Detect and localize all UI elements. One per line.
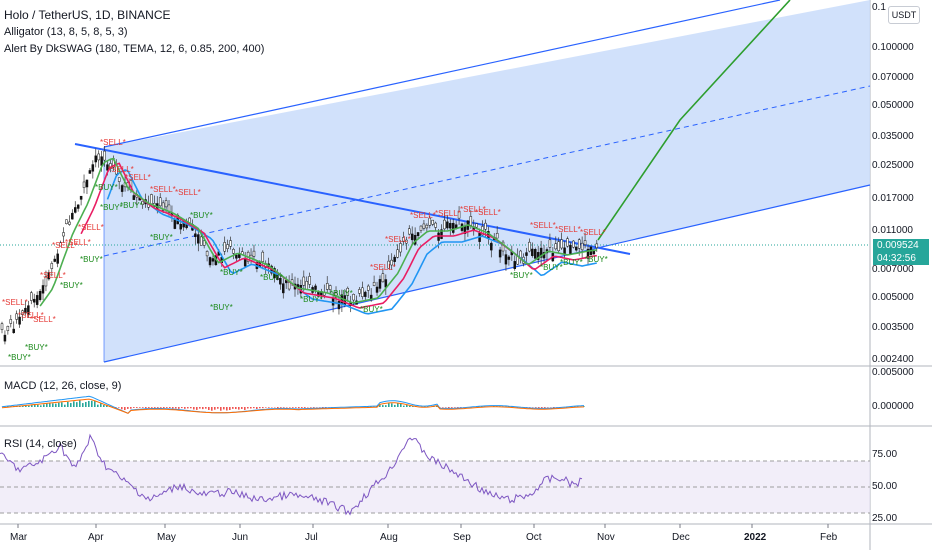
rsi-pane[interactable]	[0, 433, 870, 516]
buy-sell-signals: *SELL**SELL**SELL**SELL* *SELL**SELL**SEL…	[2, 138, 608, 362]
price-axis-label: 0.007000	[872, 264, 914, 275]
svg-text:*SELL*: *SELL*	[410, 211, 436, 220]
rsi-legend[interactable]: RSI (14, close)	[4, 438, 77, 450]
price-axis-label: 0.025000	[872, 160, 914, 171]
price-axis-label-top: 0.1	[872, 2, 886, 13]
svg-text:*BUY*: *BUY*	[60, 281, 83, 290]
alligator-legend[interactable]: Alligator (13, 8, 5, 8, 5, 3)	[4, 26, 128, 38]
rsi-axis-label: 25.00	[872, 513, 898, 524]
svg-text:*BUY*: *BUY*	[210, 303, 233, 312]
svg-text:*SELL*: *SELL*	[78, 223, 104, 232]
svg-text:*SELL*: *SELL*	[555, 225, 581, 234]
rsi-axis-label: 75.00	[872, 449, 898, 460]
price-axis-label: 0.070000	[872, 72, 914, 83]
svg-text:*SELL*: *SELL*	[385, 235, 411, 244]
price-axis-label: 0.035000	[872, 131, 914, 142]
last-price-badge: 0.009524	[873, 239, 929, 252]
price-axis-label: 0.005000	[872, 292, 914, 303]
svg-text:*BUY*: *BUY*	[360, 305, 383, 314]
rsi-axis-label: 50.00	[872, 481, 898, 492]
svg-text:*BUY*: *BUY*	[585, 255, 608, 264]
svg-text:*SELL*: *SELL*	[435, 209, 461, 218]
svg-text:*BUY*: *BUY*	[120, 201, 143, 210]
svg-text:*BUY*: *BUY*	[220, 268, 243, 277]
time-axis-label: Aug	[380, 532, 398, 543]
price-axis-label: 0.050000	[872, 100, 914, 111]
macd-axis-label: 0.000000	[872, 401, 914, 412]
symbol-title[interactable]: Holo / TetherUS, 1D, BINANCE	[4, 8, 171, 22]
time-axis-label: Jul	[305, 532, 318, 543]
time-axis-label: Oct	[526, 532, 542, 543]
svg-text:*BUY*: *BUY*	[300, 295, 323, 304]
svg-text:*SELL*: *SELL*	[460, 205, 486, 214]
macd-legend[interactable]: MACD (12, 26, close, 9)	[4, 380, 122, 392]
svg-text:*BUY*: *BUY*	[25, 343, 48, 352]
svg-text:*SELL*: *SELL*	[100, 138, 126, 147]
downtrend-line[interactable]	[74, 143, 631, 255]
time-axis-label: May	[157, 532, 176, 543]
time-axis-label: Mar	[10, 532, 28, 543]
price-axis-label: 0.100000	[872, 42, 914, 53]
svg-text:*SELL*: *SELL*	[18, 311, 44, 320]
countdown-badge: 04:32:56	[873, 252, 929, 265]
price-axis-label: 0.002400	[872, 354, 914, 365]
macd-pane[interactable]	[1, 395, 585, 414]
svg-text:*SELL*: *SELL*	[52, 241, 78, 250]
svg-text:*BUY*: *BUY*	[510, 271, 533, 280]
price-axis-label: 0.003500	[872, 322, 914, 333]
svg-text:*BUY*: *BUY*	[260, 273, 283, 282]
svg-text:*SELL*: *SELL*	[108, 165, 134, 174]
time-axis-label: Sep	[453, 532, 471, 543]
time-axis-label: Nov	[597, 532, 615, 543]
svg-text:*SELL*: *SELL*	[175, 188, 201, 197]
time-axis-label: 2022	[744, 532, 767, 543]
svg-text:*BUY*: *BUY*	[80, 255, 103, 264]
currency-button[interactable]: USDT	[888, 6, 920, 24]
time-axis-label: Apr	[88, 532, 104, 543]
price-axis-label: 0.017000	[872, 193, 914, 204]
svg-text:*SELL*: *SELL*	[30, 315, 56, 324]
svg-text:*SELL*: *SELL*	[150, 185, 176, 194]
svg-text:*SELL*: *SELL*	[580, 228, 606, 237]
svg-text:*SELL*: *SELL*	[40, 271, 66, 280]
alligator-lips-line	[39, 157, 597, 307]
svg-text:*BUY*: *BUY*	[95, 183, 118, 192]
svg-text:*SELL*: *SELL*	[475, 208, 501, 217]
svg-text:*SELL*: *SELL*	[65, 238, 91, 247]
price-axis-label: 0.011000	[872, 225, 913, 236]
svg-text:*SELL*: *SELL*	[370, 263, 396, 272]
svg-text:*BUY*: *BUY*	[540, 263, 563, 272]
svg-text:*SELL*: *SELL*	[125, 173, 151, 182]
alert-legend[interactable]: Alert By DkSWAG (180, TEMA, 12, 6, 0.85,…	[4, 43, 265, 55]
svg-text:*BUY*: *BUY*	[100, 203, 123, 212]
svg-text:*BUY*: *BUY*	[190, 211, 213, 220]
macd-axis-label: 0.005000	[872, 367, 914, 378]
svg-text:*BUY*: *BUY*	[560, 258, 583, 267]
svg-text:*SELL*: *SELL*	[2, 298, 28, 307]
svg-text:*BUY*: *BUY*	[8, 353, 31, 362]
svg-text:*BUY*: *BUY*	[330, 289, 353, 298]
time-axis-label: Dec	[672, 532, 690, 543]
svg-text:*BUY*: *BUY*	[150, 233, 173, 242]
time-axis-label: Jun	[232, 532, 249, 543]
time-axis-label: Feb	[820, 532, 838, 543]
svg-text:*SELL*: *SELL*	[530, 221, 556, 230]
projection-line[interactable]	[597, 0, 791, 241]
